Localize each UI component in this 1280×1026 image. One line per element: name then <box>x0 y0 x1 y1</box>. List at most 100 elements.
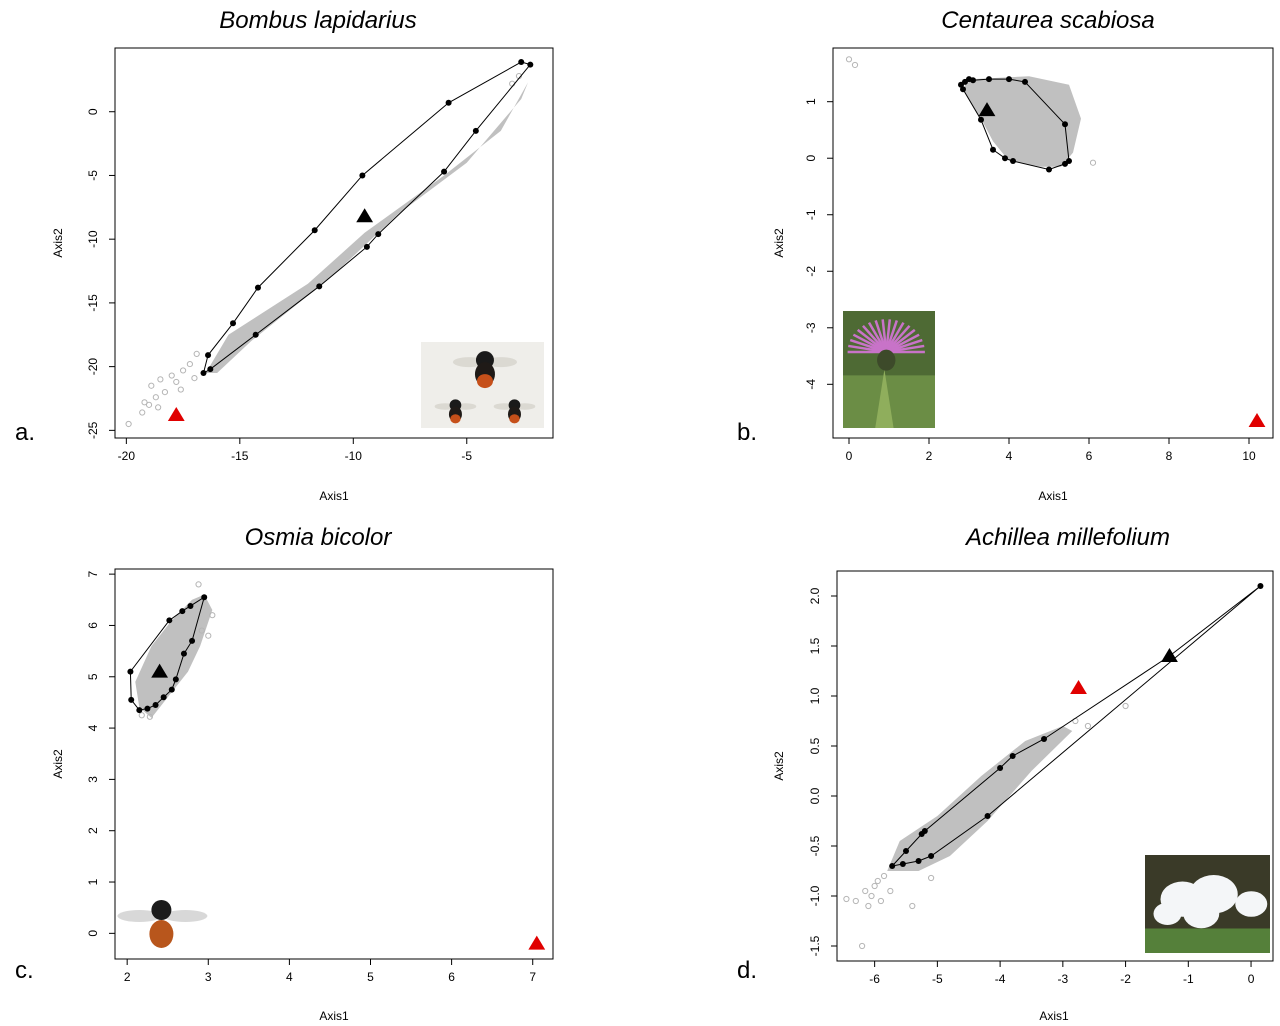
centroid-triangle <box>151 663 169 678</box>
hull-vertex <box>1062 160 1068 167</box>
outlier-point <box>146 713 153 720</box>
outlier-point <box>148 382 155 389</box>
x-tick-label: -2 <box>1120 972 1131 986</box>
y-tick-label: 4 <box>86 724 100 731</box>
x-tick-label: 10 <box>1242 449 1256 463</box>
outlier-point <box>871 882 878 890</box>
y-tick-label: 0 <box>804 155 818 162</box>
y-tick-label: 0.5 <box>808 737 822 754</box>
hull-vertex <box>180 650 187 657</box>
x-axis-label: Axis1 <box>1038 489 1068 503</box>
x-tick-label: 3 <box>205 970 212 984</box>
outlier-point <box>191 374 198 382</box>
point-cloud <box>135 594 213 718</box>
hull-vertex <box>1257 583 1264 589</box>
x-tick-label: -10 <box>345 449 363 463</box>
y-tick-label: 1 <box>804 98 818 105</box>
outlier-point <box>152 394 159 401</box>
centroid-triangle <box>356 208 374 223</box>
red-triangle-marker <box>528 935 546 950</box>
panel-letter: d. <box>737 957 757 984</box>
yarrow-bloom <box>1183 899 1220 929</box>
hull-vertex <box>128 696 135 703</box>
outlier-point <box>887 887 894 895</box>
hull-vertex <box>1022 78 1028 85</box>
yarrow-bloom <box>1235 891 1268 917</box>
yarrow-photo <box>1145 855 1270 953</box>
hull-vertex <box>375 231 382 238</box>
y-tick-label: 5 <box>86 673 100 680</box>
bee-wing <box>163 910 208 922</box>
outlier-point <box>877 897 885 905</box>
point-cloud <box>965 76 1081 167</box>
chart-title: Achillea millefolium <box>964 524 1170 551</box>
bee-tail <box>509 414 520 424</box>
chart-title: Osmia bicolor <box>245 524 393 551</box>
hull-vertex <box>144 705 151 712</box>
y-axis-label: Axis2 <box>51 749 65 779</box>
hull-vertex <box>1062 121 1068 128</box>
x-tick-label: -6 <box>869 972 880 986</box>
x-tick-label: -20 <box>118 449 136 463</box>
outlier-point <box>145 401 153 408</box>
x-tick-label: 7 <box>529 970 536 984</box>
panel-a: Bombus lapidarius a. -20 -15 -10 -5 -25 -20 -15 -… <box>15 7 554 503</box>
centroid-triangle <box>978 102 996 117</box>
hull-vertex <box>445 99 452 106</box>
photo-grass <box>1145 928 1270 953</box>
outlier-point <box>1089 159 1097 166</box>
y-tick-label: 0 <box>86 108 100 115</box>
x-tick-label: 4 <box>1006 449 1013 463</box>
y-tick-label: -1.0 <box>808 885 822 906</box>
outlier-point <box>125 420 132 428</box>
x-tick-label: 6 <box>1086 449 1093 463</box>
x-tick-label: 2 <box>926 449 933 463</box>
outlier-point <box>155 404 162 411</box>
hull-vertex <box>160 694 167 701</box>
outlier-point <box>843 895 850 903</box>
point-cloud <box>887 726 1073 871</box>
outlier-point <box>865 902 872 910</box>
plot-frame <box>114 568 554 960</box>
hull-vertex <box>127 668 134 675</box>
hull-vertex <box>252 331 259 338</box>
hull-vertex <box>997 765 1004 771</box>
outlier-point <box>186 360 193 368</box>
hull-vertex <box>978 116 984 123</box>
hull-vertex <box>207 366 214 373</box>
y-tick-label: 1.5 <box>808 637 822 654</box>
panel-letter: c. <box>15 957 34 984</box>
red-triangle-marker <box>1248 413 1266 428</box>
y-tick-label: -20 <box>86 358 100 376</box>
chart-title: Bombus lapidarius <box>219 7 416 34</box>
x-tick-label: 6 <box>448 970 455 984</box>
hull-vertex <box>986 76 992 83</box>
outlier-point <box>168 372 175 379</box>
plot-frame <box>832 47 1274 439</box>
hull-vertex <box>363 243 370 250</box>
outlier-point <box>1122 702 1129 710</box>
y-tick-label: -15 <box>86 294 100 312</box>
panel-letter: b. <box>737 419 757 446</box>
outlier-point <box>862 887 869 895</box>
hull-vertex <box>316 283 323 290</box>
hull-vertex <box>527 61 534 68</box>
plot-frame <box>836 570 1274 962</box>
hull-vertex <box>166 617 173 624</box>
x-tick-label: 0 <box>1248 972 1255 986</box>
x-axis-label: Axis1 <box>319 1009 349 1023</box>
hull-vertex <box>899 861 906 867</box>
x-tick-label: 2 <box>124 970 131 984</box>
x-tick-label: -1 <box>1183 972 1194 986</box>
red-triangle-marker <box>1070 680 1087 694</box>
y-tick-label: 2.0 <box>808 587 822 604</box>
bee-thorax <box>151 900 172 920</box>
hull-vertex <box>441 168 448 175</box>
outlier-point <box>179 367 187 374</box>
outlier-point <box>193 350 200 357</box>
x-tick-label: 8 <box>1166 449 1173 463</box>
hull-vertex <box>359 172 366 179</box>
panel-d: Achillea millefolium d. -6 -5 -4 -3 -2 -1 0 -1.5 -… <box>737 524 1274 1023</box>
hull-vertex <box>915 858 922 864</box>
